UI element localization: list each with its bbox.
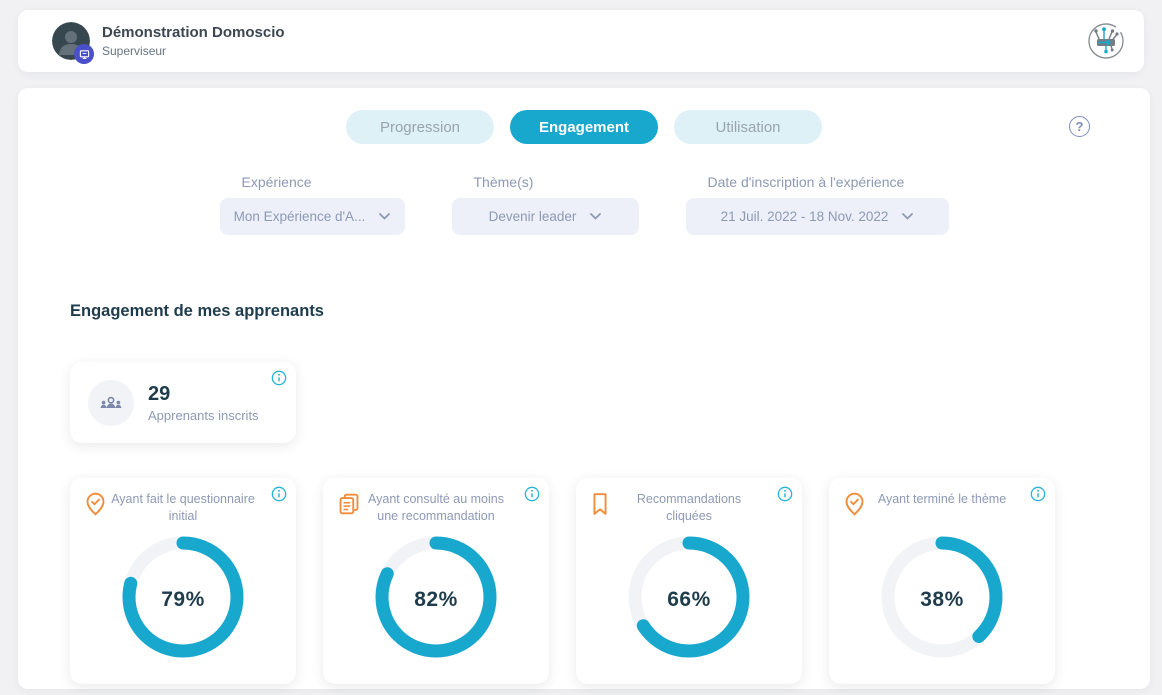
network-board-logo-icon — [1088, 23, 1124, 59]
filter-experience: Expérience Mon Expérience d'A... — [219, 174, 405, 235]
filter-experience-select[interactable]: Mon Expérience d'A... — [219, 198, 405, 235]
header-bar: Démonstration Domoscio Superviseur — [18, 10, 1144, 72]
chevron-down-icon — [902, 213, 914, 220]
filter-experience-label: Expérience — [241, 174, 312, 190]
filter-theme-value: Devenir leader — [488, 209, 577, 224]
enrolled-learners-label: Apprenants inscrits — [148, 407, 259, 423]
kpi-card-consulted-recommendation: Ayant consulté au moins une recommandati… — [323, 478, 549, 684]
filter-date-range-value: 21 Juil. 2022 - 18 Nov. 2022 — [720, 209, 889, 224]
help-icon[interactable]: ? — [1069, 116, 1090, 137]
user-name: Démonstration Domoscio — [102, 24, 285, 41]
chevron-down-icon — [379, 213, 391, 220]
info-icon[interactable] — [777, 486, 793, 502]
donut-percent-label: 66% — [667, 587, 711, 611]
enrolled-learners-card: 29 Apprenants inscrits — [70, 362, 296, 443]
documents-icon — [338, 492, 360, 521]
filter-date-range-select[interactable]: 21 Juil. 2022 - 18 Nov. 2022 — [685, 198, 949, 235]
filter-theme-label: Thème(s) — [473, 174, 534, 190]
filters-bar: Expérience Mon Expérience d'A... Thème(s… — [18, 174, 1150, 235]
enrolled-learners-texts: 29 Apprenants inscrits — [148, 383, 259, 423]
dashboard-panel: Progression Engagement Utilisation ? Exp… — [18, 88, 1150, 689]
donut-percent-label: 79% — [161, 587, 205, 611]
user-role: Superviseur — [102, 44, 167, 58]
donut-percent-label: 82% — [414, 587, 458, 611]
kpi-title: Ayant fait le questionnaire initial — [111, 492, 255, 523]
section-title: Engagement de mes apprenants — [70, 302, 324, 320]
filter-theme-select[interactable]: Devenir leader — [451, 198, 639, 235]
tab-progression[interactable]: Progression — [346, 110, 494, 144]
filter-theme: Thème(s) Devenir leader — [451, 174, 639, 235]
donut-percent-label: 38% — [920, 587, 964, 611]
kpi-card-questionnaire-initial: Ayant fait le questionnaire initial 79% — [70, 478, 296, 684]
view-tabs: Progression Engagement Utilisation — [18, 110, 1150, 144]
filter-date-range-label: Date d'inscription à l'expérience — [707, 174, 905, 190]
donut-chart: 38% — [878, 533, 1006, 666]
monitor-icon — [79, 49, 89, 59]
kpi-title: Ayant consulté au moins une recommandati… — [368, 492, 504, 523]
info-icon[interactable] — [271, 486, 287, 502]
kpi-cards-row: Ayant fait le questionnaire initial 79% — [70, 478, 1055, 684]
tab-engagement[interactable]: Engagement — [510, 110, 658, 144]
info-icon[interactable] — [1030, 486, 1046, 502]
donut-chart: 79% — [119, 533, 247, 666]
kpi-card-theme-completed: Ayant terminé le thème 38% — [829, 478, 1055, 684]
kpi-card-recommendations-clicked: Recommandations cliquées 66% — [576, 478, 802, 684]
kpi-title: Ayant terminé le thème — [877, 492, 1007, 506]
info-icon[interactable] — [271, 370, 287, 386]
pin-check-icon — [844, 492, 865, 521]
pin-check-icon — [85, 492, 106, 521]
info-icon[interactable] — [524, 486, 540, 502]
kpi-title: Recommandations cliquées — [636, 492, 742, 523]
chevron-down-icon — [590, 213, 602, 220]
enrolled-learners-count: 29 — [148, 382, 171, 405]
bookmark-icon — [591, 492, 609, 521]
user-identity: Démonstration Domoscio Superviseur — [102, 24, 285, 58]
filter-date-range: Date d'inscription à l'expérience 21 Jui… — [685, 174, 949, 235]
user-avatar[interactable] — [52, 22, 94, 64]
donut-chart: 66% — [625, 533, 753, 666]
donut-chart: 82% — [372, 533, 500, 666]
supervisor-monitor-badge — [74, 44, 94, 64]
people-group-icon — [88, 379, 134, 426]
filter-experience-value: Mon Expérience d'A... — [233, 209, 366, 224]
tab-utilisation[interactable]: Utilisation — [674, 110, 822, 144]
app-logo-button[interactable] — [1084, 19, 1128, 63]
